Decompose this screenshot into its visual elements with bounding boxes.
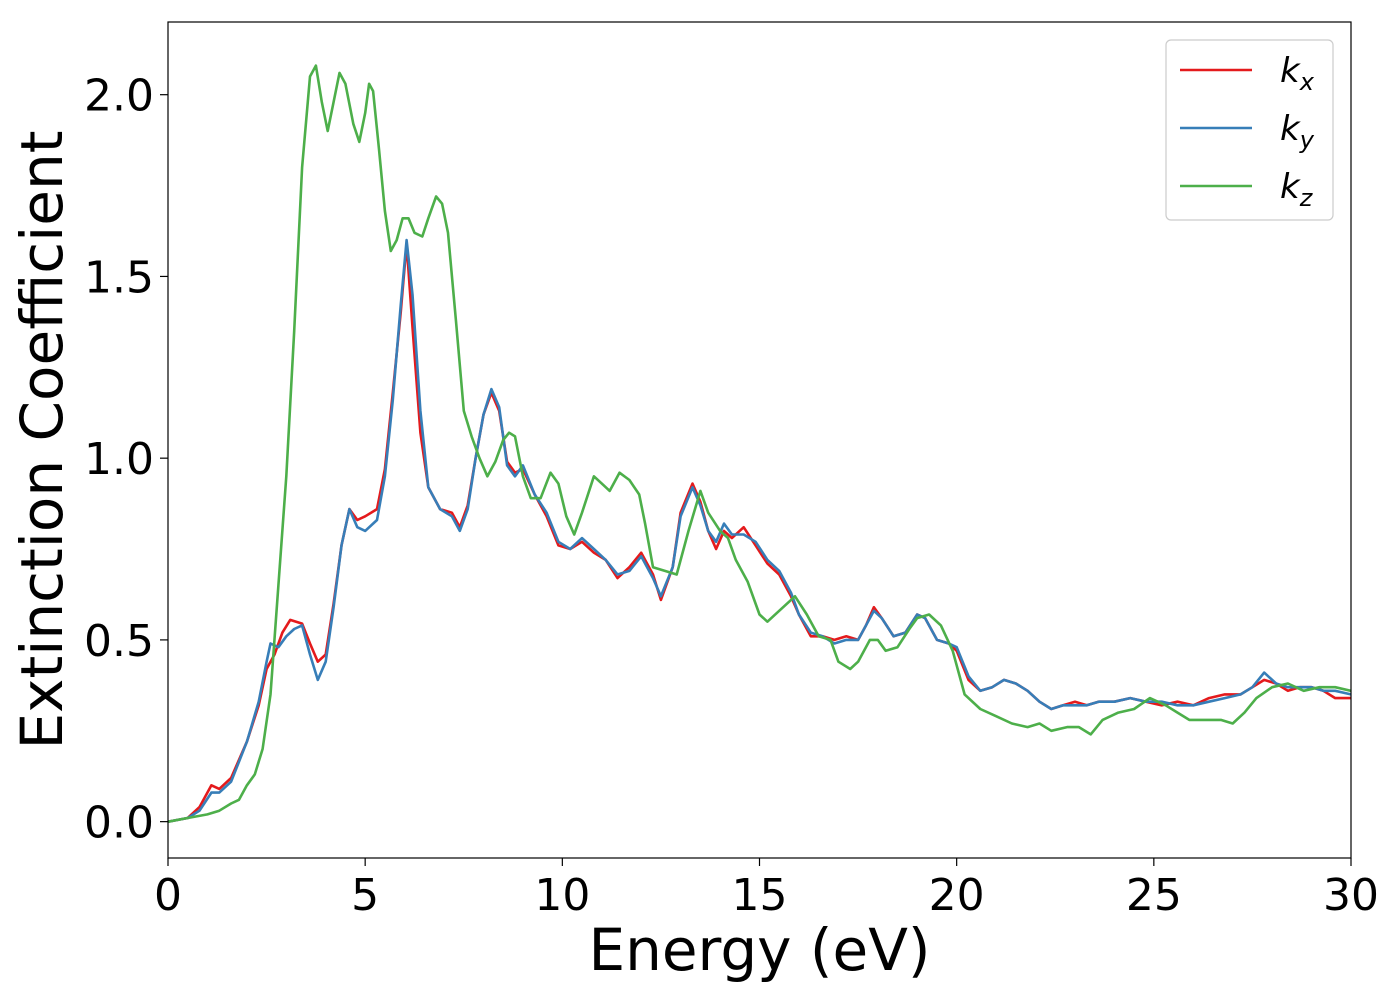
x-tick-label: 15 <box>732 870 788 921</box>
x-axis: 0 5 10 15 20 25 30 <box>154 858 1379 921</box>
y-tick-label: 2.0 <box>84 71 154 122</box>
x-tick-label: 0 <box>154 870 182 921</box>
plot-lines <box>168 64 1351 823</box>
legend-label: kx <box>1280 51 1315 96</box>
y-axis: 0.0 0.5 1.0 1.5 2.0 <box>84 71 168 849</box>
x-tick-label: 20 <box>929 870 985 921</box>
y-axis-title: Extinction Coefficient <box>8 131 76 750</box>
x-tick-label: 10 <box>534 870 590 921</box>
y-tick-label: 1.0 <box>84 434 154 485</box>
x-tick-label: 25 <box>1126 870 1182 921</box>
y-tick-label: 0.5 <box>84 616 154 667</box>
y-tick-label: 0.0 <box>84 798 154 849</box>
series-line-kz <box>168 64 1351 823</box>
series-line-ky <box>168 238 1351 823</box>
x-tick-label: 30 <box>1323 870 1379 921</box>
legend-box <box>1165 39 1334 221</box>
x-tick-label: 5 <box>351 870 379 921</box>
y-tick-label: 1.5 <box>84 252 154 303</box>
legend-label: ky <box>1280 109 1315 154</box>
x-axis-title: Energy (eV) <box>588 916 930 984</box>
